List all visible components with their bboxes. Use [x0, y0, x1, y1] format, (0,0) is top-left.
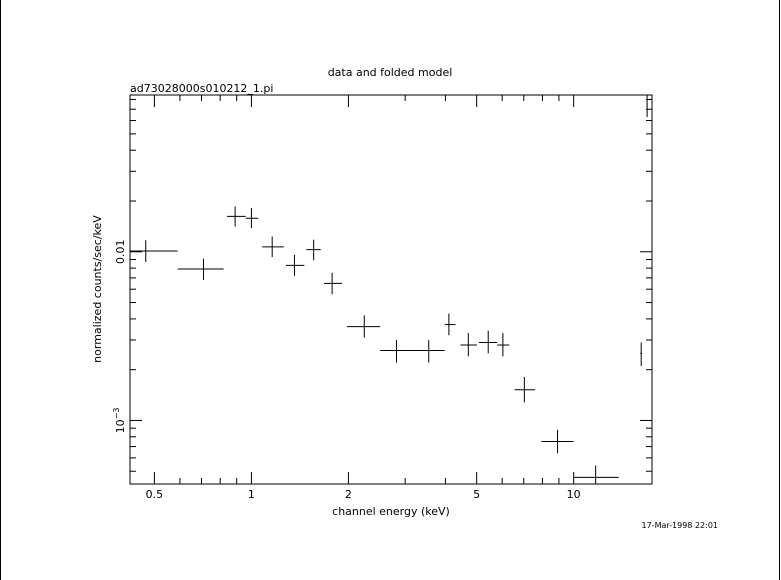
data-point — [460, 332, 477, 357]
x-tick-labels: 0.5 1 2 5 10 — [146, 488, 581, 501]
data-points — [130, 95, 648, 484]
data-point — [306, 239, 321, 261]
y-tick-label: 10−3 — [112, 408, 127, 434]
data-point — [227, 206, 246, 227]
data-point — [262, 236, 284, 258]
chart-title: data and folded model — [328, 66, 453, 79]
x-tick-label: 5 — [473, 488, 480, 501]
y-tick-labels: 0.01 10−3 — [112, 240, 127, 434]
data-point — [444, 313, 456, 336]
x-tick-label: 0.5 — [146, 488, 164, 501]
y-axis-label: normalized counts/sec/keV — [91, 215, 104, 363]
x-tick-label: 1 — [248, 488, 255, 501]
plot-frame — [129, 94, 653, 485]
data-point — [245, 207, 259, 229]
data-point — [573, 465, 619, 484]
data-point — [640, 342, 643, 367]
data-point — [478, 330, 498, 354]
data-point — [646, 95, 648, 117]
data-point — [541, 429, 574, 454]
window-left-border — [0, 0, 1, 580]
data-point — [130, 240, 178, 262]
window-right-border — [779, 0, 780, 580]
data-point — [380, 339, 413, 363]
data-point — [347, 315, 381, 338]
x-axis-label: channel energy (keV) — [332, 505, 450, 518]
y-axis-ticks — [130, 98, 652, 472]
data-point — [324, 272, 342, 295]
chart-subtitle: ad73028000s010212_1.pi — [130, 82, 273, 95]
data-point — [497, 332, 510, 357]
x-axis-ticks — [153, 95, 575, 484]
x-tick-label: 10 — [567, 488, 581, 501]
timestamp: 17-Mar-1998 22:01 — [642, 521, 719, 530]
data-point — [177, 258, 224, 281]
data-point — [412, 339, 445, 363]
data-point — [514, 376, 536, 403]
data-point — [285, 254, 305, 276]
y-tick-label: 0.01 — [114, 240, 127, 265]
x-tick-label: 2 — [345, 488, 352, 501]
